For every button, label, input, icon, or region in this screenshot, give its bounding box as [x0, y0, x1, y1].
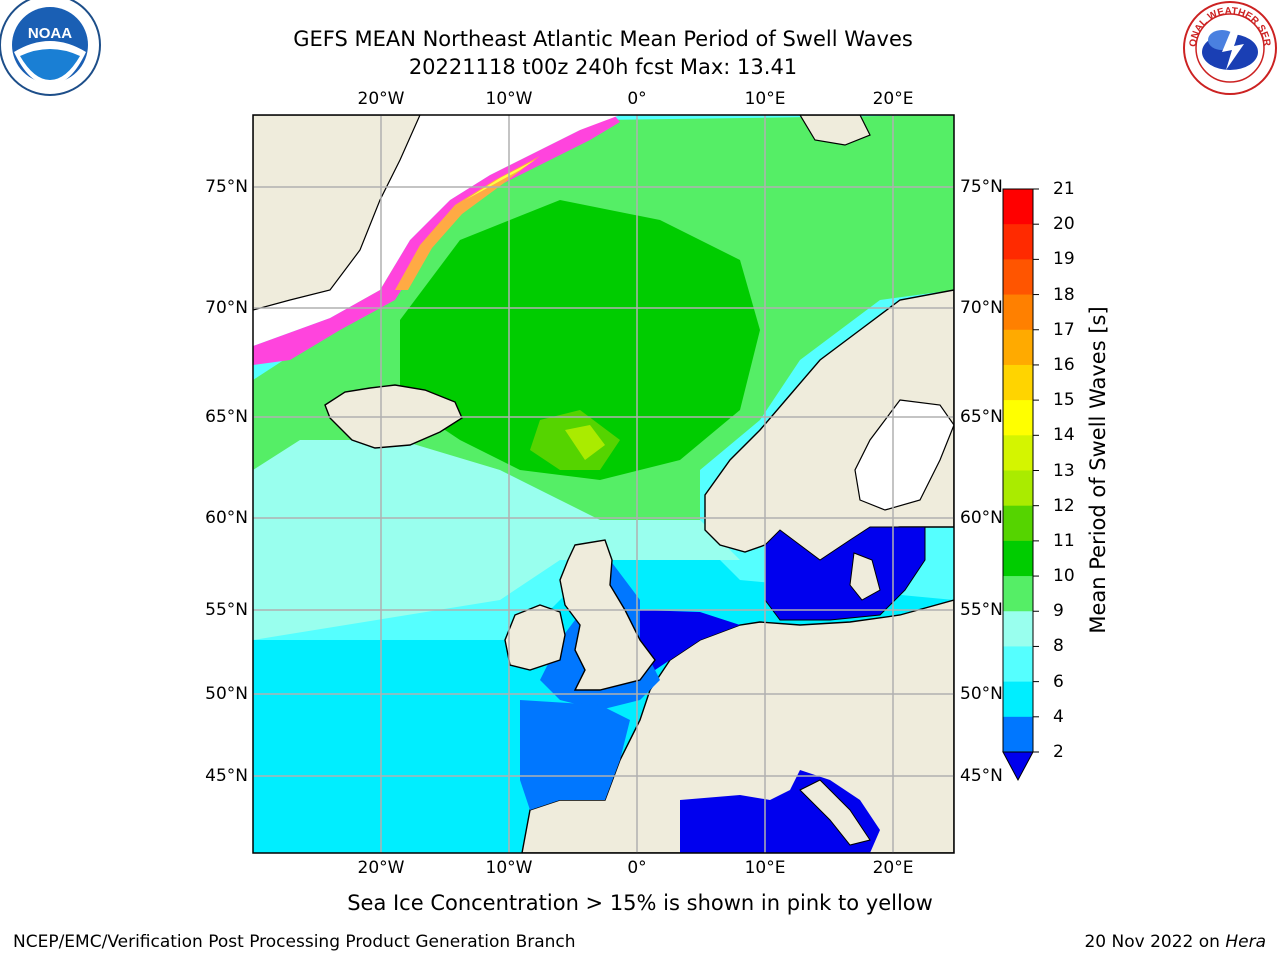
colorbar-tick-label: 13	[1053, 460, 1075, 481]
colorbar-tick-label: 19	[1053, 249, 1075, 270]
lat-label-right: 60°N	[960, 508, 1003, 528]
colorbar-swatch	[1003, 611, 1033, 647]
lat-label-right: 65°N	[960, 407, 1003, 427]
footer-host: Hera	[1225, 932, 1266, 952]
lat-label-right: 75°N	[960, 177, 1003, 197]
colorbar-title: Mean Period of Swell Waves [s]	[1086, 306, 1110, 634]
lon-label-bottom: 0°	[627, 858, 647, 878]
colorbar-tick-label: 15	[1053, 390, 1075, 411]
lon-label-bottom: 10°W	[485, 858, 533, 878]
colorbar-tick-label: 2	[1053, 742, 1064, 762]
colorbar-swatch	[1003, 505, 1033, 542]
lat-label-left: 70°N	[205, 298, 248, 318]
graticule	[253, 115, 954, 853]
lat-label-left: 45°N	[205, 766, 248, 786]
great-britain	[559, 539, 656, 691]
lon-label-top: 10°W	[485, 89, 533, 109]
lat-label-right: 55°N	[960, 600, 1003, 620]
colorbar-tick-label: 10	[1053, 566, 1075, 587]
colorbar-swatch	[1003, 681, 1033, 718]
lat-label-left: 50°N	[205, 684, 248, 704]
colorbar-swatch	[1003, 470, 1033, 507]
colorbar-swatch	[1003, 400, 1033, 436]
map-frame	[252, 114, 955, 854]
lon-label-top: 20°E	[872, 89, 914, 109]
lat-label-left: 55°N	[205, 600, 248, 620]
colorbar-tick-label: 4	[1053, 706, 1064, 727]
lon-label-top: 10°E	[744, 89, 786, 109]
lat-label-left: 60°N	[205, 508, 248, 528]
lon-label-top: 0°	[627, 89, 647, 109]
colorbar-swatch	[1003, 540, 1033, 577]
colorbar-tick-label: 12	[1053, 495, 1075, 516]
ireland	[504, 604, 566, 671]
chart-title: GEFS MEAN Northeast Atlantic Mean Period…	[293, 27, 913, 51]
noaa-logo-text: NOAA	[28, 25, 72, 42]
colorbar-swatch	[1003, 576, 1033, 612]
lat-label-right: 45°N	[960, 766, 1003, 786]
colorbar-tick-label: 17	[1053, 319, 1075, 340]
colorbar-tick-label: 18	[1053, 284, 1075, 305]
colorbar-underflow-arrow	[1002, 751, 1034, 782]
noaa-logo: NOAA	[0, 0, 101, 96]
colorbar	[1002, 188, 1039, 782]
lon-label-bottom: 10°E	[744, 858, 786, 878]
colorbar-tick-label: 21	[1053, 179, 1075, 199]
colorbar-tick-label: 14	[1053, 425, 1075, 446]
footer-credit: NCEP/EMC/Verification Post Processing Pr…	[13, 932, 576, 952]
colorbar-tick-label: 20	[1053, 214, 1075, 235]
colorbar-swatch	[1003, 259, 1033, 296]
lat-label-right: 70°N	[960, 298, 1003, 318]
lon-label-bottom: 20°W	[357, 858, 405, 878]
colorbar-swatch	[1003, 646, 1033, 683]
colorbar-swatch	[1003, 716, 1033, 753]
lon-label-top: 20°W	[357, 89, 405, 109]
chart-subtitle: 20221118 t00z 240h fcst Max: 13.41	[408, 55, 798, 79]
colorbar-swatch	[1003, 189, 1033, 225]
colorbar-tick-label: 11	[1053, 530, 1075, 551]
lat-label-left: 65°N	[205, 407, 248, 427]
colorbar-swatch	[1003, 294, 1033, 331]
colorbar-tick-label: 9	[1053, 601, 1064, 622]
colorbar-tick-label: 8	[1053, 636, 1064, 657]
lat-label-left: 75°N	[205, 177, 248, 197]
sea-ice-footnote: Sea Ice Concentration > 15% is shown in …	[347, 891, 933, 915]
footer-date: 20 Nov 2022 on Hera	[1084, 932, 1266, 952]
colorbar-swatch	[1003, 329, 1033, 366]
colorbar-tick-label: 16	[1053, 354, 1075, 375]
lat-label-right: 50°N	[960, 684, 1003, 704]
colorbar-tick-label: 6	[1053, 671, 1064, 692]
colorbar-swatch	[1003, 224, 1033, 260]
colorbar-swatch	[1003, 364, 1033, 401]
map-area	[253, 115, 954, 853]
footer-date-text: 20 Nov 2022 on	[1084, 932, 1220, 952]
colorbar-swatch	[1003, 435, 1033, 471]
lon-label-bottom: 20°E	[872, 858, 914, 878]
